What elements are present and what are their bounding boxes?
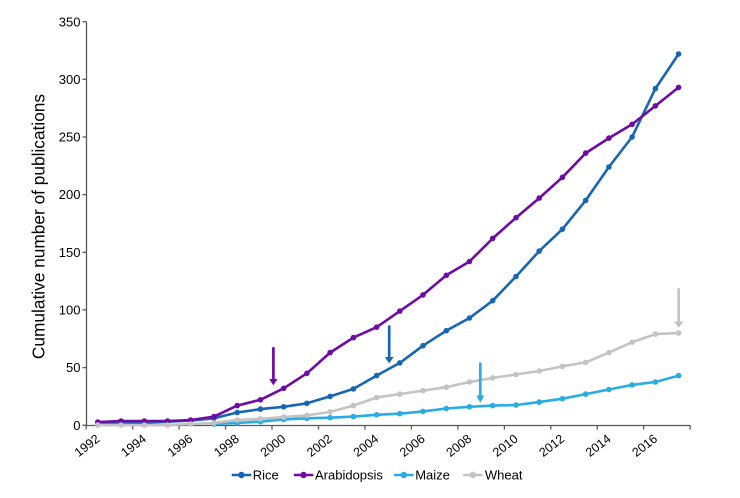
svg-text:300: 300 bbox=[59, 72, 81, 87]
svg-text:350: 350 bbox=[59, 14, 81, 29]
svg-text:Maize: Maize bbox=[415, 468, 450, 483]
svg-text:50: 50 bbox=[66, 360, 80, 375]
svg-text:0: 0 bbox=[73, 418, 80, 433]
svg-text:100: 100 bbox=[59, 303, 81, 318]
svg-text:150: 150 bbox=[59, 245, 81, 260]
svg-text:Wheat: Wheat bbox=[485, 468, 523, 483]
svg-text:Arabidopsis: Arabidopsis bbox=[315, 468, 383, 483]
svg-text:Cumulative number of publicati: Cumulative number of publications bbox=[29, 94, 49, 359]
svg-text:Rice: Rice bbox=[253, 468, 279, 483]
svg-text:200: 200 bbox=[59, 187, 81, 202]
svg-text:250: 250 bbox=[59, 130, 81, 145]
